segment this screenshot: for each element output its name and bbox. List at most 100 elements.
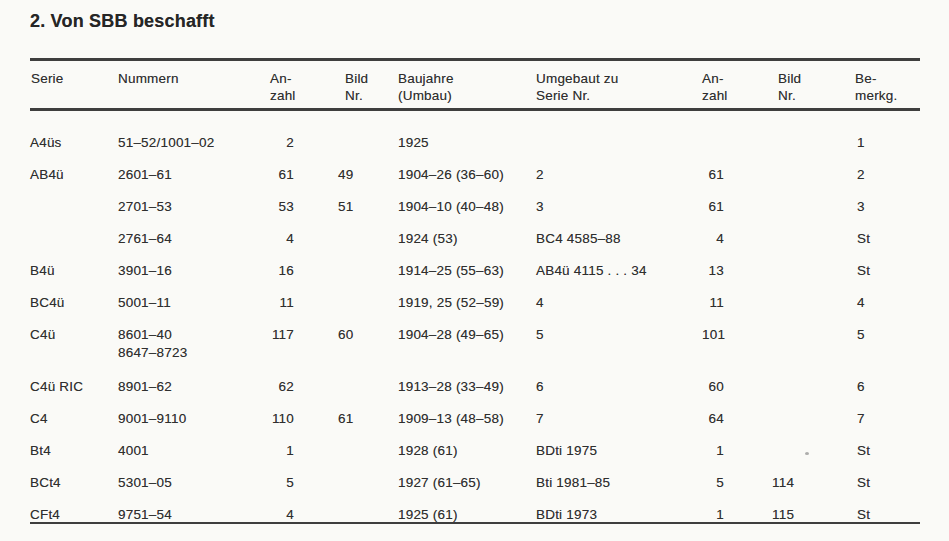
cell-baujahre: 1928 (61)	[398, 442, 536, 460]
cell-anzahl: 5	[268, 474, 338, 492]
cell-bemerkg: St	[850, 474, 920, 492]
cell-anzahl-2: 64	[702, 410, 772, 428]
cell-nummern: 8601–408647–8723	[118, 326, 268, 362]
cell-nummern: 2701–53	[118, 198, 268, 216]
cell-umgebaut-zu: 3	[536, 198, 702, 216]
cell-bemerkg: 5	[850, 326, 920, 344]
table-row: A4üs51–52/1001–022 1925 1	[30, 134, 920, 166]
cell-umgebaut-zu: 5	[536, 326, 702, 344]
cell-baujahre: 1919, 25 (52–59)	[398, 294, 536, 312]
cell-umgebaut-zu: 6	[536, 378, 702, 396]
cell-serie: BCt4	[30, 474, 118, 492]
cell-bemerkg: 4	[850, 294, 920, 312]
column-header-bild-nr: BildNr.	[338, 70, 398, 104]
column-header-umgebaut-zu: Umgebaut zuSerie Nr.	[536, 70, 702, 104]
cell-anzahl-2: 101	[702, 326, 772, 344]
cell-anzahl-2: 60	[702, 378, 772, 396]
cell-anzahl-2: 61	[702, 198, 772, 216]
cell-anzahl: 61	[268, 166, 338, 184]
cell-bemerkg: 6	[850, 378, 920, 396]
cell-anzahl-2: 61	[702, 166, 772, 184]
table-row: 2701–5353511904–10 (40–48)3613	[30, 198, 920, 230]
table-row: B4ü3901–16161914–25 (55–63)AB4ü 4115 . .…	[30, 262, 920, 294]
cell-umgebaut-zu: AB4ü 4115 . . . 34	[536, 262, 702, 280]
column-header-nummern: Nummern	[118, 70, 268, 104]
cell-baujahre: 1904–26 (36–60)	[398, 166, 536, 184]
cell-anzahl: 110	[268, 410, 338, 428]
cell-anzahl: 53	[268, 198, 338, 216]
cell-umgebaut-zu: BDti 1973	[536, 506, 702, 524]
cell-bild-nr: 51	[338, 198, 398, 216]
cell-bemerkg: St	[850, 230, 920, 248]
table-header: SerieNummernAn-zahlBildNr.Baujahre(Umbau…	[30, 58, 920, 111]
cell-nummern: 8901–62	[118, 378, 268, 396]
page-title: 2. Von SBB beschafft	[30, 11, 215, 32]
column-header-anzahl: An-zahl	[268, 70, 338, 104]
table-row: Bt4400111928 (61)BDti 19751St	[30, 442, 920, 474]
table-body: A4üs51–52/1001–02219251AB4ü2601–61614919…	[30, 111, 920, 524]
cell-anzahl-2: 1	[702, 442, 772, 460]
table-row: AB4ü2601–6161491904–26 (36–60)2612	[30, 166, 920, 198]
cell-serie: C4ü	[30, 326, 118, 344]
cell-baujahre: 1913–28 (33–49)	[398, 378, 536, 396]
cell-anzahl: 4	[268, 506, 338, 524]
data-table: SerieNummernAn-zahlBildNr.Baujahre(Umbau…	[30, 58, 920, 524]
cell-bemerkg: 3	[850, 198, 920, 216]
column-header-anzahl-2: An-zahl	[702, 70, 772, 104]
cell-baujahre: 1925 (61)	[398, 506, 536, 524]
cell-serie: Bt4	[30, 442, 118, 460]
cell-serie: AB4ü	[30, 166, 118, 184]
document-page: 2. Von SBB beschafft SerieNummernAn-zahl…	[0, 0, 949, 541]
cell-anzahl-2: 13	[702, 262, 772, 280]
cell-baujahre: 1924 (53)	[398, 230, 536, 248]
column-header-baujahre: Baujahre(Umbau)	[398, 70, 536, 104]
cell-umgebaut-zu: 4	[536, 294, 702, 312]
cell-serie: CFt4	[30, 506, 118, 524]
column-header-serie: Serie	[30, 70, 118, 104]
cell-anzahl: 16	[268, 262, 338, 280]
table-row: CFt49751–5441925 (61)BDti 19731115St	[30, 506, 920, 522]
table-row: BC4ü5001–11111919, 25 (52–59)4114	[30, 294, 920, 326]
cell-anzahl: 62	[268, 378, 338, 396]
cell-baujahre: 1904–10 (40–48)	[398, 198, 536, 216]
cell-nummern: 9751–54	[118, 506, 268, 524]
cell-bild-nr-2: 114	[772, 474, 850, 492]
cell-baujahre: 1914–25 (55–63)	[398, 262, 536, 280]
cell-bemerkg: 7	[850, 410, 920, 428]
cell-bild-nr: 60	[338, 326, 398, 344]
cell-anzahl: 4	[268, 230, 338, 248]
cell-bild-nr-2: 115	[772, 506, 850, 524]
cell-anzahl: 11	[268, 294, 338, 312]
table-row: BCt45301–0551927 (61–65)Bti 1981–855114S…	[30, 474, 920, 506]
cell-baujahre: 1904–28 (49–65)	[398, 326, 536, 344]
cell-serie: BC4ü	[30, 294, 118, 312]
cell-nummern: 4001	[118, 442, 268, 460]
column-header-bild-nr-2: BildNr.	[772, 70, 850, 104]
cell-anzahl-2: 5	[702, 474, 772, 492]
cell-bemerkg: St	[850, 506, 920, 524]
cell-anzahl: 117	[268, 326, 338, 344]
cell-nummern: 9001–9110	[118, 410, 268, 428]
cell-baujahre: 1925	[398, 134, 536, 152]
cell-umgebaut-zu: 7	[536, 410, 702, 428]
scan-speck	[805, 452, 809, 455]
cell-umgebaut-zu: BC4 4585–88	[536, 230, 702, 248]
cell-umgebaut-zu: 2	[536, 166, 702, 184]
table-row: C4ü RIC8901–62621913–28 (33–49)6606	[30, 378, 920, 410]
cell-nummern: 51–52/1001–02	[118, 134, 268, 152]
cell-nummern: 5001–11	[118, 294, 268, 312]
cell-serie: B4ü	[30, 262, 118, 280]
cell-anzahl-2: 4	[702, 230, 772, 248]
cell-bemerkg: St	[850, 442, 920, 460]
cell-anzahl-2: 11	[702, 294, 772, 312]
cell-bemerkg: 1	[850, 134, 920, 152]
cell-anzahl: 1	[268, 442, 338, 460]
cell-umgebaut-zu: Bti 1981–85	[536, 474, 702, 492]
cell-umgebaut-zu: BDti 1975	[536, 442, 702, 460]
table-row: C49001–9110110611909–13 (48–58)7647	[30, 410, 920, 442]
cell-baujahre: 1927 (61–65)	[398, 474, 536, 492]
cell-anzahl: 2	[268, 134, 338, 152]
cell-serie: A4üs	[30, 134, 118, 152]
cell-bemerkg: St	[850, 262, 920, 280]
cell-nummern: 2761–64	[118, 230, 268, 248]
